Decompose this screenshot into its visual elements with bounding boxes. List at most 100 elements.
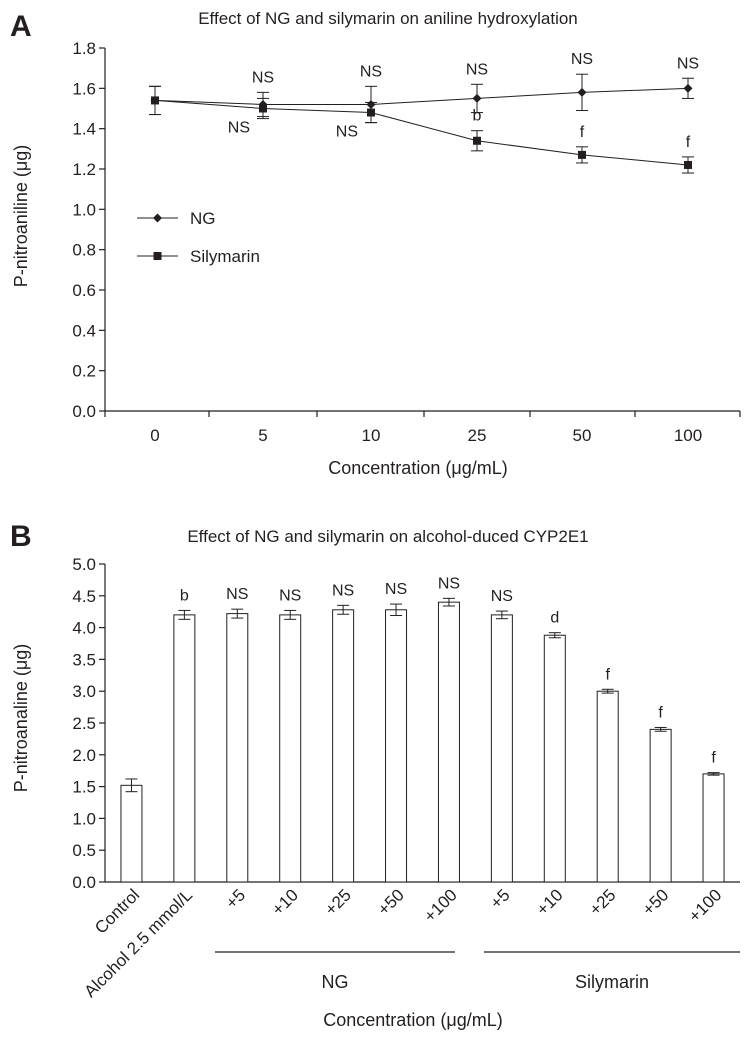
b-y-tick-label: 4.5 (72, 587, 96, 606)
group-silymarin-label: Silymarin (575, 972, 649, 992)
b-y-tick-label: 0.5 (72, 841, 96, 860)
panel-a-title: Effect of NG and silymarin on aniline hy… (198, 9, 578, 28)
bar (596, 690, 619, 883)
a-y-tick-label: 0.0 (72, 402, 96, 421)
significance-label: b (473, 108, 482, 125)
significance-label: NS (466, 61, 488, 78)
a-x-tick-label: 50 (573, 426, 592, 445)
b-y-tick-label: 0.0 (72, 873, 96, 892)
significance-label: f (580, 124, 585, 141)
ng-point (472, 93, 482, 103)
legend-silymarin-label: Silymarin (190, 247, 260, 266)
a-y-tick-label: 0.4 (72, 321, 96, 340)
significance-label: f (605, 666, 610, 683)
panel-b-x-axis-label: Concentration (μg/mL) (323, 1010, 502, 1030)
silymarin-point (259, 104, 267, 113)
panel-b-groups: NG Silymarin (215, 951, 740, 992)
bar (437, 601, 460, 883)
significance-label: NS (385, 581, 407, 598)
a-y-tick-label: 0.6 (72, 281, 96, 300)
b-y-tick-label: 2.0 (72, 746, 96, 765)
significance-label: NS (571, 51, 593, 68)
b-x-tick-label: +100 (420, 885, 461, 926)
series-line-silymarin (154, 99, 689, 166)
a-y-tick-label: 1.2 (72, 160, 96, 179)
a-x-tick-label: 25 (468, 426, 487, 445)
bar (279, 614, 302, 883)
silymarin-point (473, 136, 481, 145)
b-x-tick-label: +5 (487, 885, 514, 912)
silymarin-point (367, 108, 375, 117)
panel-b-bars (120, 601, 725, 883)
b-x-tick-label: +25 (586, 885, 620, 919)
silymarin-point (578, 150, 586, 159)
panel-a-series-lines (154, 87, 689, 166)
a-x-tick-label: 0 (150, 426, 159, 445)
b-y-tick-label: 3.5 (72, 650, 96, 669)
b-y-tick-label: 4.0 (72, 619, 96, 638)
significance-label: NS (226, 586, 248, 603)
b-x-tick-label: +10 (533, 885, 567, 919)
a-y-tick-label: 1.0 (72, 200, 96, 219)
b-x-tick-label: +25 (321, 885, 355, 919)
ng-point (577, 87, 587, 97)
panel-a-markers (150, 83, 693, 169)
silymarin-point (684, 160, 692, 169)
a-y-tick-label: 1.4 (72, 120, 96, 139)
b-x-tick-label: +5 (222, 885, 249, 912)
significance-label: d (550, 610, 559, 627)
b-y-tick-label: 1.0 (72, 809, 96, 828)
significance-label: f (711, 750, 716, 767)
b-y-tick-label: 5.0 (72, 555, 96, 574)
legend-ng-diamond-icon (153, 213, 162, 223)
significance-label: NS (252, 69, 274, 86)
b-x-tick-label: +10 (268, 885, 302, 919)
series-line-ng (154, 87, 689, 105)
panel-b-y-ticks: 0.0 0.5 1.0 1.5 2.0 2.5 3.0 3.5 4.0 4.5 5.0 (72, 555, 105, 892)
bar (649, 728, 672, 883)
a-x-tick-label: 10 (362, 426, 381, 445)
ng-point (683, 83, 693, 93)
panel-b-annotations: b NS NS NS NS NS NS d f f f (180, 575, 716, 766)
b-y-tick-label: 3.0 (72, 682, 96, 701)
panel-a-letter: A (10, 10, 32, 43)
a-y-tick-label: 0.8 (72, 241, 96, 260)
b-x-tick-label: Control (91, 885, 143, 937)
significance-label: NS (332, 582, 354, 599)
significance-label: f (658, 704, 663, 721)
a-x-tick-label: 5 (258, 426, 267, 445)
bar (173, 614, 196, 883)
ng-point (366, 99, 376, 109)
b-x-tick-label: +100 (685, 885, 726, 926)
panel-a-y-ticks: 0.0 0.2 0.4 0.6 0.8 1.0 1.2 1.4 1.6 1.8 (72, 39, 105, 421)
panel-a-legend: NG Silymarin (137, 209, 260, 266)
significance-label: NS (677, 55, 699, 72)
significance-label: NS (438, 575, 460, 592)
panel-a-x-ticks: 0 5 10 25 50 100 (104, 411, 741, 445)
bar (385, 609, 408, 883)
b-y-tick-label: 1.5 (72, 778, 96, 797)
b-x-tick-label: +50 (639, 885, 673, 919)
panel-b-title: Effect of NG and silymarin on alcohol-du… (187, 527, 588, 546)
bar (120, 784, 143, 883)
a-y-tick-label: 0.2 (72, 362, 96, 381)
significance-label: NS (336, 124, 358, 141)
panel-b: B Effect of NG and silymarin on alcohol-… (10, 520, 740, 1030)
significance-label: NS (491, 588, 513, 605)
bar (543, 634, 566, 883)
a-y-tick-label: 1.6 (72, 79, 96, 98)
panel-b-y-axis-label: P-nitroanaline (μg) (11, 644, 31, 792)
group-ng-label: NG (322, 972, 349, 992)
legend-silymarin-square-icon (153, 252, 162, 260)
panel-a-x-axis-label: Concentration (μg/mL) (328, 458, 507, 478)
panel-a-annotations: NS NS NS NS NS NS NS b f f (228, 51, 699, 151)
panel-b-letter: B (10, 520, 32, 553)
a-y-tick-label: 1.8 (72, 39, 96, 58)
bar (490, 614, 513, 883)
silymarin-point (151, 96, 159, 105)
b-x-tick-label: +50 (374, 885, 408, 919)
significance-label: b (180, 587, 189, 604)
panel-a: A Effect of NG and silymarin on aniline … (10, 9, 741, 478)
bar (702, 773, 725, 883)
